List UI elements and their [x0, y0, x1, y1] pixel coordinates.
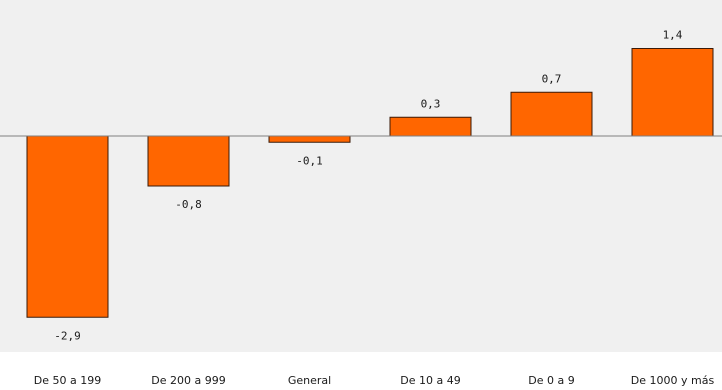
data-label: 1,4 [663, 29, 683, 42]
labels-layer: -2,9 -0,8 -0,1 0,3 0,7 1,4 [54, 29, 683, 343]
category-tick-label: De 0 a 9 [528, 374, 574, 387]
category-tick-label: De 10 a 49 [400, 374, 460, 387]
category-axis: De 50 a 199 De 200 a 999 General De 10 a 49… [34, 374, 715, 387]
bar [26, 135, 109, 318]
bar [510, 91, 593, 137]
bar [631, 48, 714, 137]
category-tick-label: De 1000 y más [631, 374, 715, 387]
bars-layer [26, 48, 714, 318]
category-tick-label: De 50 a 199 [34, 374, 101, 387]
bar [389, 116, 472, 137]
data-label: -2,9 [54, 329, 81, 342]
plot-area [0, 0, 722, 352]
data-label: 0,7 [542, 72, 562, 85]
data-label: 0,3 [421, 97, 441, 110]
data-label: -0,1 [296, 154, 323, 167]
data-label: -0,8 [175, 198, 202, 211]
category-tick-label: De 200 a 999 [151, 374, 225, 387]
bar [147, 135, 230, 187]
bar [268, 135, 351, 143]
category-tick-label: General [288, 374, 331, 387]
